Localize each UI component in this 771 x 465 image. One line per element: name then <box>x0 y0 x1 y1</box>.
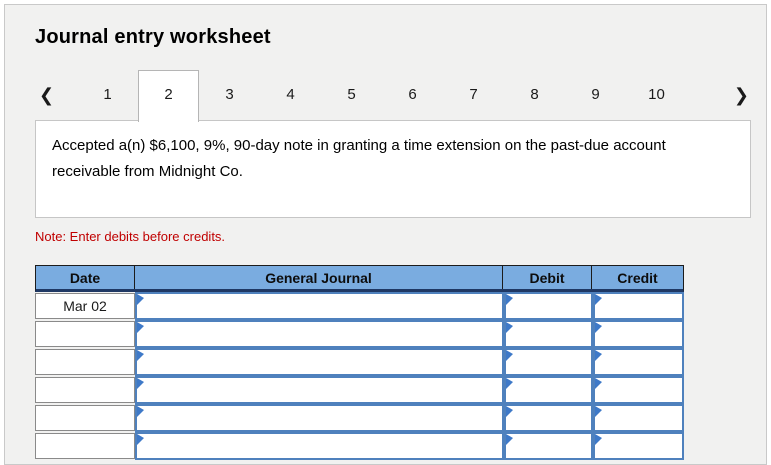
debit-input-cell[interactable] <box>504 376 593 404</box>
dropdown-marker-icon <box>506 378 513 389</box>
table-row <box>35 404 684 432</box>
chevron-right-icon[interactable]: ❯ <box>733 85 749 105</box>
table-row <box>35 376 684 404</box>
table-row <box>35 432 684 460</box>
debits-before-credits-note: Note: Enter debits before credits. <box>35 229 226 244</box>
credit-input-cell[interactable] <box>593 432 684 460</box>
tab-entry-3[interactable]: 3 <box>225 86 234 103</box>
date-cell <box>35 377 135 403</box>
dropdown-marker-icon <box>595 350 602 361</box>
credit-input-cell[interactable] <box>593 320 684 348</box>
account-select-cell[interactable] <box>135 404 504 432</box>
date-cell <box>35 349 135 375</box>
credit-input-cell[interactable] <box>593 404 684 432</box>
chevron-left-icon[interactable]: ❮ <box>39 85 55 105</box>
table-row <box>35 320 684 348</box>
header-debit: Debit <box>502 266 591 289</box>
tab-entry-7[interactable]: 7 <box>469 86 478 103</box>
dropdown-marker-icon <box>137 378 144 389</box>
dropdown-marker-icon <box>595 294 602 305</box>
credit-input-cell[interactable] <box>593 376 684 404</box>
account-select-cell[interactable] <box>135 348 504 376</box>
tab-entry-5[interactable]: 5 <box>347 86 356 103</box>
header-date: Date <box>69 269 101 286</box>
debit-input-cell[interactable] <box>504 320 593 348</box>
dropdown-marker-icon <box>506 294 513 305</box>
tab-entry-10[interactable]: 10 <box>648 86 665 103</box>
debit-input-cell[interactable] <box>504 432 593 460</box>
dropdown-marker-icon <box>137 434 144 445</box>
credit-input-cell[interactable] <box>593 348 684 376</box>
credit-input-cell[interactable] <box>593 292 684 320</box>
dropdown-marker-icon <box>506 350 513 361</box>
tab-entry-8[interactable]: 8 <box>530 86 539 103</box>
header-credit: Credit <box>591 266 683 289</box>
date-cell <box>35 405 135 431</box>
account-select-cell[interactable] <box>135 292 504 320</box>
dropdown-marker-icon <box>595 322 602 333</box>
dropdown-marker-icon <box>137 350 144 361</box>
dropdown-marker-icon <box>506 406 513 417</box>
page-title: Journal entry worksheet <box>35 26 271 48</box>
entry-tab-bar: ❮ 1 2 3 4 5 6 7 8 9 10 ❯ <box>35 70 751 122</box>
dropdown-marker-icon <box>137 322 144 333</box>
tab-entry-9[interactable]: 9 <box>591 86 600 103</box>
debit-input-cell[interactable] <box>504 404 593 432</box>
table-header-row: Date General Journal Debit Credit <box>35 265 684 292</box>
dropdown-marker-icon <box>137 406 144 417</box>
debit-input-cell[interactable] <box>504 292 593 320</box>
tab-entry-1[interactable]: 1 <box>103 86 112 103</box>
dropdown-marker-icon <box>506 322 513 333</box>
date-cell <box>35 321 135 347</box>
account-select-cell[interactable] <box>135 376 504 404</box>
dropdown-marker-icon <box>595 434 602 445</box>
transaction-description-box: Accepted a(n) $6,100, 9%, 90-day note in… <box>35 120 751 218</box>
account-select-cell[interactable] <box>135 432 504 460</box>
dropdown-marker-icon <box>595 378 602 389</box>
header-general-journal: General Journal <box>134 266 502 289</box>
date-cell: Mar 02 <box>35 293 135 319</box>
debit-input-cell[interactable] <box>504 348 593 376</box>
dropdown-marker-icon <box>506 434 513 445</box>
table-row: Mar 02 <box>35 292 684 320</box>
date-cell <box>35 433 135 459</box>
tab-entry-2-active[interactable]: 2 <box>138 70 199 122</box>
transaction-description-text: Accepted a(n) $6,100, 9%, 90-day note in… <box>52 137 666 180</box>
dropdown-marker-icon <box>137 294 144 305</box>
tab-entry-4[interactable]: 4 <box>286 86 295 103</box>
account-select-cell[interactable] <box>135 320 504 348</box>
general-journal-table: Date General Journal Debit Credit Mar 02 <box>35 265 684 460</box>
dropdown-marker-icon <box>595 406 602 417</box>
table-row <box>35 348 684 376</box>
tab-entry-6[interactable]: 6 <box>408 86 417 103</box>
